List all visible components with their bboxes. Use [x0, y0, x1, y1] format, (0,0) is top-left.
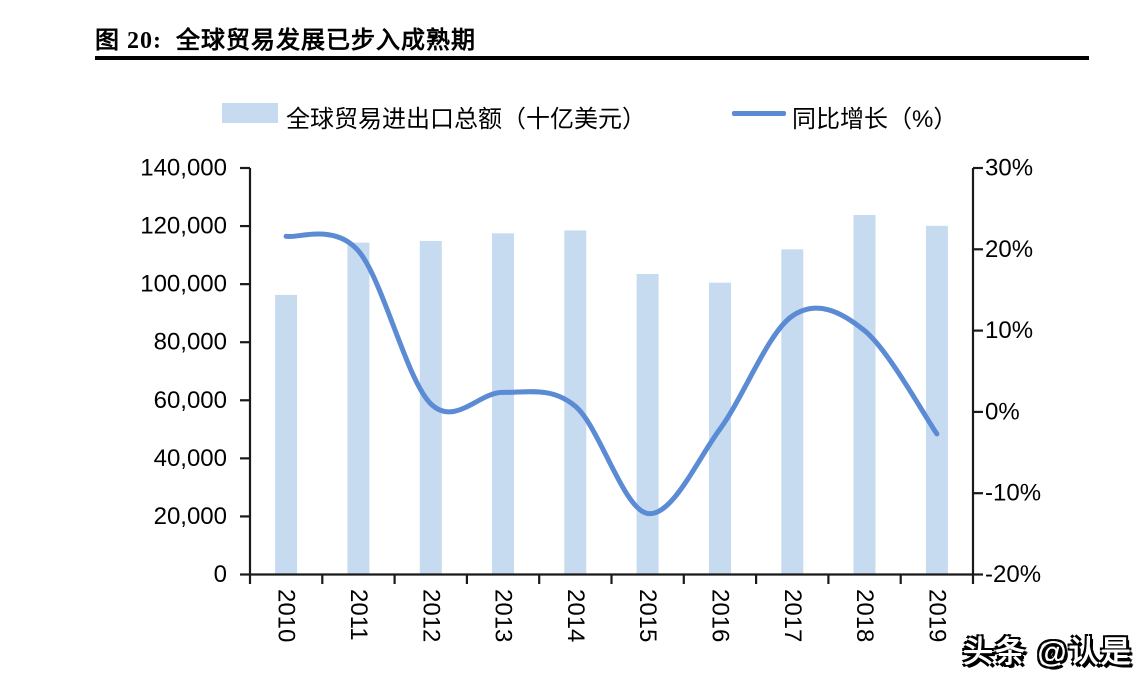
left-axis-tick-label: 140,000 — [140, 155, 227, 182]
x-axis-tick-label: 2016 — [706, 589, 733, 642]
right-axis-tick-label: 0% — [985, 398, 1020, 425]
left-axis-tick-label: 100,000 — [140, 271, 227, 298]
x-axis-tick-label: 2017 — [779, 589, 806, 642]
legend-line-swatch — [732, 111, 786, 116]
trade-total-bar-2013 — [492, 233, 514, 575]
right-axis-tick-label: 20% — [985, 236, 1033, 263]
legend-bar-swatch — [222, 103, 278, 123]
x-axis-tick-label: 2018 — [851, 589, 878, 642]
title-underline-rule — [95, 56, 1089, 60]
x-axis-tick-label: 2010 — [273, 589, 300, 642]
right-axis-tick-label: -20% — [985, 561, 1041, 588]
right-axis-tick-label: 30% — [985, 155, 1033, 182]
x-axis-tick-label: 2011 — [345, 589, 372, 641]
left-axis-tick-label: 0 — [214, 561, 227, 588]
x-axis-tick-label: 2012 — [417, 589, 444, 642]
x-axis-tick-label: 2014 — [562, 589, 589, 642]
trade-total-bar-2019 — [925, 225, 948, 575]
trade-total-bar-2017 — [781, 249, 804, 575]
right-axis-tick-label: -10% — [985, 480, 1041, 507]
left-axis-tick-label: 60,000 — [154, 387, 227, 414]
legend-bar-label: 全球贸易进出口总额（十亿美元） — [286, 106, 646, 133]
x-axis-tick-label: 2013 — [490, 589, 517, 642]
left-axis-tick-label: 80,000 — [154, 329, 227, 356]
left-axis-tick-label: 20,000 — [154, 503, 227, 530]
figure-title: 图 20: 全球贸易发展已步入成熟期 — [95, 28, 476, 54]
left-axis-tick-label: 120,000 — [140, 213, 227, 240]
watermark: 头条 @认是 — [963, 636, 1133, 669]
trade-total-bar-2012 — [419, 240, 442, 575]
trade-total-bar-2018 — [853, 215, 876, 575]
trade-total-bar-2010 — [275, 294, 298, 575]
yoy-growth-line — [283, 231, 940, 517]
trade-total-bar-2014 — [564, 230, 587, 575]
trade-total-bar-2011 — [347, 242, 370, 575]
legend-line-label: 同比增长（%） — [792, 106, 958, 133]
left-axis-tick-label: 40,000 — [154, 445, 227, 472]
trade-total-bar-2015 — [636, 274, 659, 575]
x-axis-tick-label: 2019 — [923, 589, 950, 642]
right-axis-tick-label: 10% — [985, 317, 1033, 344]
x-axis-tick-label: 2015 — [634, 589, 661, 642]
